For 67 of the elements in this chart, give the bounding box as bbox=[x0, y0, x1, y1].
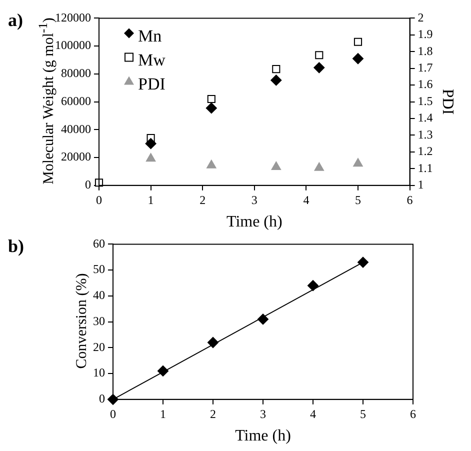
y-tick-label: 40 bbox=[93, 288, 105, 302]
point bbox=[271, 162, 281, 170]
y-tick-label: 60000 bbox=[61, 94, 91, 108]
y2-tick-label: 1 bbox=[418, 178, 424, 192]
point bbox=[146, 153, 156, 162]
x-tick-label: 1 bbox=[148, 192, 154, 207]
y2-tick-label: 1.3 bbox=[418, 127, 433, 142]
point bbox=[308, 280, 318, 292]
point bbox=[207, 94, 216, 104]
legend-label: PDI bbox=[138, 74, 166, 94]
point bbox=[206, 160, 216, 168]
y-tick-label: 20 bbox=[93, 340, 105, 354]
point bbox=[145, 138, 156, 150]
text: a) bbox=[8, 10, 23, 31]
x-tick-label: 3 bbox=[260, 406, 266, 421]
legend-label: Mn bbox=[138, 26, 162, 46]
y-tick-label: 0 bbox=[99, 392, 105, 406]
y-tick-label: 40000 bbox=[61, 122, 91, 136]
x-tick-label: 6 bbox=[406, 192, 413, 207]
y-tick-label: 30 bbox=[93, 314, 105, 328]
x-tick-label: 3 bbox=[251, 192, 258, 207]
x-tick-label: 1 bbox=[160, 406, 166, 421]
point bbox=[158, 365, 168, 376]
x-tick-label: 5 bbox=[355, 192, 361, 207]
point bbox=[352, 53, 364, 64]
y-tick-label: 100000 bbox=[55, 38, 91, 52]
point bbox=[354, 38, 362, 46]
legend-label: Mw bbox=[138, 50, 166, 70]
y-tick-label: 20000 bbox=[61, 150, 91, 164]
y-tick-label: 0 bbox=[85, 178, 91, 192]
x-tick-label: 4 bbox=[303, 192, 310, 207]
y-tick-label: 80000 bbox=[61, 66, 91, 80]
point bbox=[314, 162, 324, 171]
point bbox=[206, 102, 217, 114]
y2-tick-label: 1.8 bbox=[418, 44, 433, 58]
point bbox=[258, 314, 268, 325]
point bbox=[108, 394, 118, 405]
point bbox=[353, 158, 363, 167]
y2-tick-label: 1.1 bbox=[418, 160, 433, 175]
x-axis-title: Time (h) bbox=[226, 214, 282, 231]
y-axis-title: Conversion (%) bbox=[73, 273, 91, 369]
y2-tick-label: 1.9 bbox=[418, 27, 433, 42]
y2-axis-title: PDI bbox=[439, 88, 456, 115]
x-tick-label: 5 bbox=[360, 406, 366, 421]
y-tick-label: 120000 bbox=[55, 10, 91, 24]
x-tick-label: 2 bbox=[200, 192, 206, 207]
x-axis-title: Time (h) bbox=[235, 428, 291, 445]
y2-tick-label: 1.5 bbox=[418, 94, 433, 108]
y2-tick-label: 1.2 bbox=[418, 144, 433, 158]
y2-tick-label: 1.6 bbox=[418, 77, 433, 92]
point bbox=[272, 65, 280, 74]
point bbox=[270, 74, 282, 86]
point bbox=[315, 51, 324, 60]
y2-tick-label: 1.4 bbox=[418, 110, 433, 125]
y2-tick-label: 2 bbox=[418, 10, 424, 24]
x-tick-label: 2 bbox=[210, 406, 216, 421]
x-tick-label: 4 bbox=[310, 406, 316, 421]
x-tick-label: 6 bbox=[410, 406, 416, 421]
text: b) bbox=[8, 236, 24, 257]
x-tick-label: 0 bbox=[110, 406, 116, 421]
y-tick-label: 60 bbox=[93, 236, 105, 250]
y-tick-label: 50 bbox=[93, 262, 105, 276]
y2-tick-label: 1.7 bbox=[418, 60, 433, 75]
point bbox=[208, 336, 218, 348]
point bbox=[314, 62, 325, 74]
point bbox=[358, 256, 368, 268]
y-tick-label: 10 bbox=[93, 366, 105, 380]
